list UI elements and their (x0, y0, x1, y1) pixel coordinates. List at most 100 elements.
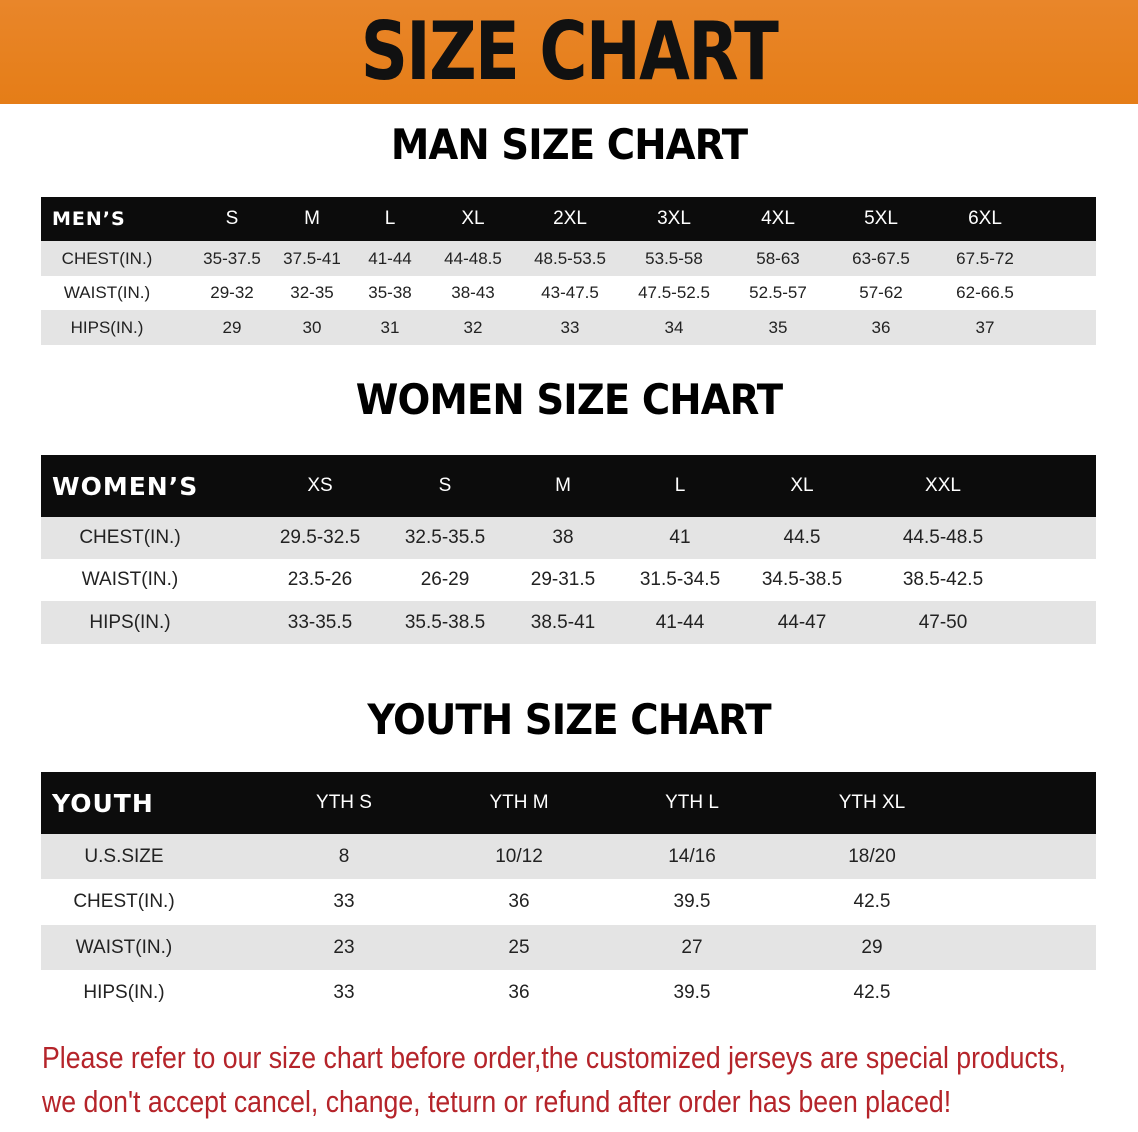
women-section-title: WOMEN SIZE CHART (355, 375, 783, 424)
measurement-value: 36 (508, 891, 530, 912)
measurement-value: 33-35.5 (287, 611, 353, 633)
measurement-value: 32.5-35.5 (404, 527, 486, 548)
table-header-label: MEN’S (52, 208, 126, 230)
measurement-value: 39.5 (673, 891, 711, 912)
size-column-header: YTH M (489, 792, 549, 813)
measurement-label: CHEST(IN.) (79, 527, 181, 548)
measurement-value: 29 (222, 317, 242, 337)
measurement-value: 38.5-42.5 (902, 569, 984, 590)
size-column-header: YTH XL (838, 792, 906, 813)
size-column-header: YTH L (665, 792, 719, 813)
size-column-header: XL (461, 208, 485, 229)
measurement-value: 53.5-58 (645, 248, 703, 268)
title-banner: SIZE CHART (0, 0, 1138, 104)
measurement-value: 47.5-52.5 (638, 283, 710, 302)
measurement-value: 36 (871, 317, 891, 337)
women-header-row: WOMEN’S XS S M L XL XXL (41, 455, 1096, 517)
measurement-value: 29-31.5 (530, 569, 596, 590)
youth-section-title: YOUTH SIZE CHART (367, 695, 771, 744)
banner-title: SIZE CHART (360, 5, 779, 98)
measurement-value: 63-67.5 (852, 248, 910, 268)
measurement-value: 29.5-32.5 (279, 527, 361, 548)
measurement-value: 38.5-41 (530, 611, 596, 633)
measurement-value: 52.5-57 (749, 283, 807, 302)
size-column-header: M (555, 475, 571, 496)
measurement-value: 34 (664, 317, 684, 337)
table-row: U.S.SIZE 8 10/12 14/16 18/20 (41, 834, 1096, 879)
table-row: WAIST(IN.) 23 25 27 29 (41, 925, 1096, 970)
size-column-header: L (384, 208, 396, 229)
measurement-value: 31 (380, 317, 400, 337)
youth-header-row: YOUTH YTH S YTH M YTH L YTH XL (41, 772, 1096, 834)
measurement-label: HIPS(IN.) (83, 982, 165, 1003)
size-column-header: S (225, 208, 239, 229)
measurement-value: 35-38 (368, 283, 412, 302)
table-row: CHEST(IN.) 29.5-32.5 32.5-35.5 38 41 44.5 44.5… (41, 517, 1096, 559)
measurement-label: U.S.SIZE (84, 845, 164, 867)
measurement-value: 29 (861, 936, 883, 958)
measurement-value: 42.5 (853, 982, 891, 1003)
table-header-label: WOMEN’S (52, 471, 199, 501)
measurement-value: 44.5-48.5 (902, 527, 984, 548)
measurement-label: HIPS(IN.) (89, 611, 171, 633)
table-row: HIPS(IN.) 29 30 31 32 33 34 35 36 37 (41, 310, 1096, 345)
size-column-header: XS (307, 475, 333, 496)
table-row: CHEST(IN.) 33 36 39.5 42.5 (41, 879, 1096, 925)
size-column-header: YTH S (316, 792, 372, 813)
table-row: HIPS(IN.) 33 36 39.5 42.5 (41, 970, 1096, 1016)
measurement-value: 29-32 (210, 283, 254, 302)
measurement-value: 39.5 (673, 982, 711, 1003)
size-column-header: XXL (925, 475, 961, 496)
men-section-title: MAN SIZE CHART (390, 120, 748, 169)
measurement-label: CHEST(IN.) (73, 891, 175, 912)
size-column-header: L (674, 475, 686, 496)
measurement-value: 18/20 (848, 845, 896, 867)
measurement-value: 42.5 (853, 891, 891, 912)
table-row: CHEST(IN.) 35-37.5 37.5-41 41-44 44-48.5 48.5… (41, 241, 1096, 276)
measurement-value: 35.5-38.5 (404, 611, 486, 633)
measurement-value: 67.5-72 (956, 248, 1014, 268)
measurement-value: 44-48.5 (444, 248, 502, 268)
measurement-value: 41 (669, 527, 691, 548)
measurement-value: 34.5-38.5 (761, 569, 843, 590)
measurement-value: 32-35 (290, 283, 334, 302)
measurement-value: 31.5-34.5 (639, 569, 721, 590)
size-column-header: 2XL (553, 208, 587, 229)
measurement-value: 58-63 (756, 248, 800, 268)
table-row: HIPS(IN.) 33-35.5 35.5-38.5 38.5-41 41-44 44-… (41, 601, 1096, 644)
table-header-label: YOUTH (52, 788, 154, 818)
table-row: WAIST(IN.) 23.5-26 26-29 29-31.5 31.5-34.5 34… (41, 559, 1096, 601)
size-column-header: XL (790, 475, 814, 496)
measurement-value: 43-47.5 (541, 283, 599, 302)
size-column-header: 4XL (761, 208, 795, 229)
measurement-label: WAIST(IN.) (63, 283, 151, 302)
measurement-value: 33 (560, 317, 580, 337)
measurement-value: 44.5 (783, 527, 821, 548)
order-notice-line-1: Please refer to our size chart before or… (42, 1040, 1066, 1075)
size-column-header: M (304, 208, 320, 229)
measurement-label: CHEST(IN.) (61, 248, 153, 268)
order-notice: Please refer to our size chart before or… (42, 1036, 1066, 1124)
measurement-value: 37.5-41 (283, 248, 341, 268)
measurement-value: 41-44 (655, 611, 705, 633)
measurement-value: 38 (552, 527, 574, 548)
measurement-value: 62-66.5 (956, 283, 1014, 302)
measurement-value: 35 (768, 317, 788, 337)
measurement-value: 57-62 (859, 283, 903, 302)
measurement-value: 33 (333, 982, 355, 1003)
measurement-value: 41-44 (368, 248, 412, 268)
size-column-header: 6XL (968, 208, 1002, 229)
size-column-header: S (438, 475, 452, 496)
men-header-row: MEN’S S M L XL 2XL 3XL 4XL 5XL 6XL (41, 197, 1096, 241)
order-notice-line-2: we don't accept cancel, change, teturn o… (42, 1084, 952, 1119)
table-row: WAIST(IN.) 29-32 32-35 35-38 38-43 43-47.5 47.… (41, 276, 1096, 310)
measurement-value: 32 (463, 317, 483, 337)
measurement-label: WAIST(IN.) (81, 569, 179, 590)
measurement-value: 14/16 (668, 845, 716, 867)
size-column-header: 3XL (657, 208, 691, 229)
measurement-value: 37 (975, 317, 995, 337)
measurement-value: 30 (302, 317, 322, 337)
measurement-value: 8 (338, 845, 350, 867)
measurement-value: 48.5-53.5 (534, 248, 606, 268)
measurement-value: 23.5-26 (287, 569, 353, 590)
